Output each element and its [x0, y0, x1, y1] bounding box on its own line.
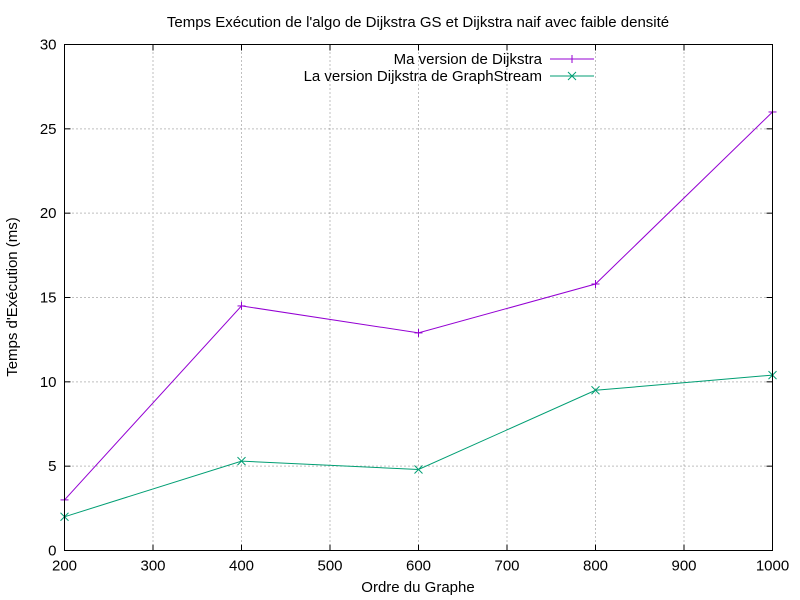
chart-title: Temps Exécution de l'algo de Dijkstra GS… [167, 14, 669, 31]
x-tick-label: 300 [140, 558, 165, 575]
y-tick-label: 30 [40, 37, 57, 54]
x-tick-label: 800 [583, 558, 608, 575]
grid [64, 44, 773, 551]
series-graphstream-point [591, 385, 600, 395]
y-tick-label: 5 [48, 458, 56, 475]
series-ma-version-point [591, 280, 600, 289]
y-tick-label: 0 [48, 543, 56, 560]
x-tick-label: 900 [671, 558, 696, 575]
x-tick-label: 500 [317, 558, 342, 575]
x-axis-label: Ordre du Graphe [361, 579, 474, 596]
series-graphstream-point [414, 465, 423, 474]
legend-entry-ma-version: Ma version de Dijkstra [394, 51, 594, 68]
series-graphstream-point [237, 456, 246, 466]
legend-label: Ma version de Dijkstra [394, 51, 543, 68]
legend-marker [567, 71, 577, 81]
legend-entry-graphstream: La version Dijkstra de GraphStream [304, 68, 594, 85]
legend-label: La version Dijkstra de GraphStream [304, 68, 542, 85]
plot-frame [64, 44, 773, 551]
x-tick-label: 200 [52, 558, 77, 575]
x-tick-label: 400 [229, 558, 254, 575]
series-ma-version-point [237, 301, 246, 310]
y-tick-label: 20 [40, 205, 57, 222]
y-axis-label: Temps d'Exécution (ms) [4, 217, 21, 377]
series-ma-version-line [64, 111, 773, 501]
series-graphstream-line [64, 374, 773, 518]
x-tick-label: 600 [406, 558, 431, 575]
series-layer [60, 107, 777, 522]
x-tick-label: 1000 [756, 558, 789, 575]
y-tick-label: 15 [40, 290, 57, 307]
legend-marker [568, 55, 576, 63]
y-tick-label: 10 [40, 374, 57, 391]
axis-ticks: 200 300 400 500 600 700 800 900 1000 0 5 10 15 20 25 30 [40, 37, 789, 575]
series-ma-version-point [414, 328, 423, 337]
y-tick-label: 25 [40, 121, 57, 138]
x-tick-label: 700 [494, 558, 519, 575]
